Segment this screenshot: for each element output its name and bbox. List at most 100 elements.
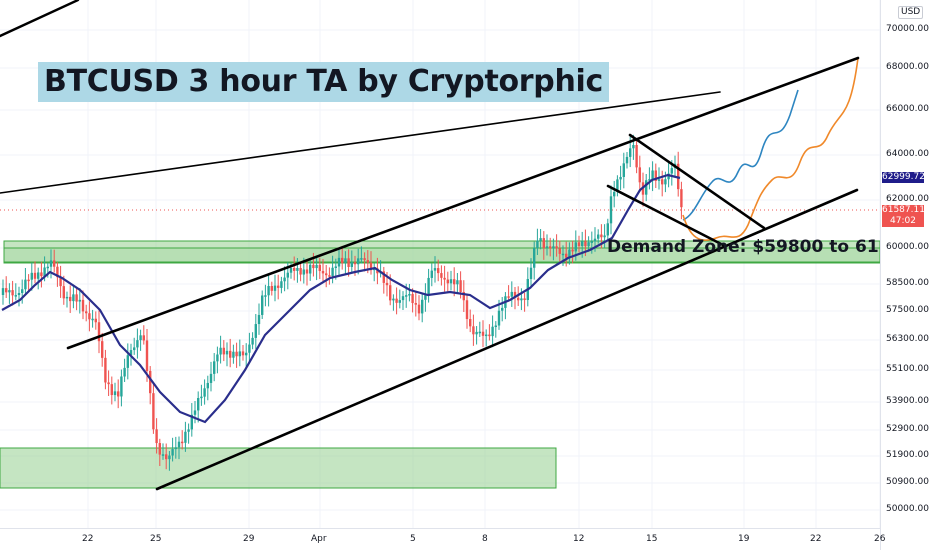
candle-body — [299, 268, 302, 275]
x-tick-label: 22 — [810, 534, 822, 544]
candle-body — [507, 296, 510, 298]
candle-body — [165, 454, 168, 460]
orange-projection — [682, 57, 859, 241]
candle-body — [69, 296, 72, 302]
moving-average — [1, 173, 681, 424]
candle-body — [600, 234, 603, 238]
y-tick-label: 64000.00 — [886, 149, 929, 159]
candle-body — [309, 264, 312, 274]
price-axis[interactable] — [880, 0, 932, 550]
candle-body — [401, 296, 405, 301]
candle-body — [609, 196, 613, 224]
y-tick-label: 50000.00 — [886, 504, 929, 514]
candle-body — [440, 273, 443, 278]
candle-body — [549, 246, 552, 249]
candle-body — [446, 279, 449, 284]
candle-body — [366, 260, 369, 263]
candle-body — [107, 382, 110, 385]
candle-body — [152, 393, 155, 430]
y-tick-label: 58500.00 — [886, 278, 929, 288]
candle-body — [59, 277, 62, 287]
candle-body — [302, 269, 305, 275]
candle-body — [670, 168, 673, 174]
candle-body — [117, 391, 120, 397]
candle-body — [632, 145, 635, 149]
trendlines — [0, 0, 860, 491]
candle-body — [222, 347, 225, 355]
candle-body — [184, 431, 187, 443]
candle-body — [190, 414, 193, 430]
candle-body — [494, 325, 497, 328]
candle-body — [552, 246, 555, 249]
candle-body — [472, 326, 475, 335]
candle-body — [49, 260, 53, 267]
y-tick-label: 53900.00 — [886, 396, 929, 406]
candle-body — [523, 298, 526, 301]
candle-body — [331, 267, 334, 277]
candle-body — [88, 313, 91, 320]
x-tick-label: 25 — [150, 534, 162, 544]
candle-body — [174, 447, 177, 450]
candle-body — [206, 382, 209, 389]
candle-body — [8, 290, 11, 293]
candle-body — [126, 355, 129, 368]
candle-body — [430, 270, 433, 278]
candle-body — [21, 289, 24, 293]
time-axis[interactable] — [0, 528, 880, 551]
candle-body — [264, 295, 267, 297]
candle-body — [241, 351, 245, 356]
candle-body — [520, 298, 523, 301]
candle-body — [645, 180, 648, 195]
y-tick-label: 62000.00 — [886, 194, 929, 204]
candle-body — [289, 267, 293, 273]
candle-body — [325, 273, 328, 276]
candle-body — [353, 262, 357, 265]
candle-body — [433, 268, 437, 271]
candle-body — [123, 367, 126, 377]
candle-body — [392, 298, 395, 301]
candle-body — [30, 272, 33, 280]
y-tick-label: 55100.00 — [886, 364, 929, 374]
candle-body — [254, 324, 257, 338]
y-tick-label: 52900.00 — [886, 424, 929, 434]
candle-body — [158, 443, 161, 455]
candle-body — [37, 272, 40, 279]
x-tick-label: 19 — [738, 534, 750, 544]
x-tick-label: Apr — [311, 534, 327, 544]
candle-body — [334, 266, 337, 268]
prev-close-badge: 61587.11 47:02 — [882, 205, 925, 227]
candle-body — [251, 337, 254, 345]
candle-body — [545, 246, 549, 248]
candle-body — [133, 347, 136, 351]
candle-body — [664, 179, 667, 185]
candle-body — [72, 294, 75, 302]
candle-body — [606, 223, 609, 236]
candle-body — [513, 291, 517, 298]
y-tick-label: 56300.00 — [886, 334, 929, 344]
candle-body — [462, 292, 465, 301]
candle-body — [603, 235, 606, 238]
candle-body — [613, 191, 616, 197]
candle-body — [216, 354, 219, 362]
candle-body — [171, 449, 174, 456]
candle-body — [571, 249, 574, 252]
candle-body — [427, 277, 430, 296]
candle-body — [629, 148, 632, 157]
candle-body — [40, 272, 43, 277]
candle-body — [536, 240, 539, 248]
candle-body — [517, 297, 520, 301]
candle-body — [478, 331, 481, 334]
candle-body — [558, 248, 561, 254]
candle-body — [459, 280, 462, 293]
candle-body — [587, 242, 590, 247]
candle-body — [667, 173, 670, 180]
candle-body — [385, 282, 389, 286]
candle-body — [209, 373, 213, 383]
candle-body — [344, 258, 347, 264]
candle-body — [219, 347, 222, 355]
candle-body — [277, 285, 280, 288]
candle-body — [280, 281, 283, 288]
candle-body — [341, 257, 344, 264]
candle-body — [200, 396, 203, 399]
candle-body — [577, 242, 581, 247]
